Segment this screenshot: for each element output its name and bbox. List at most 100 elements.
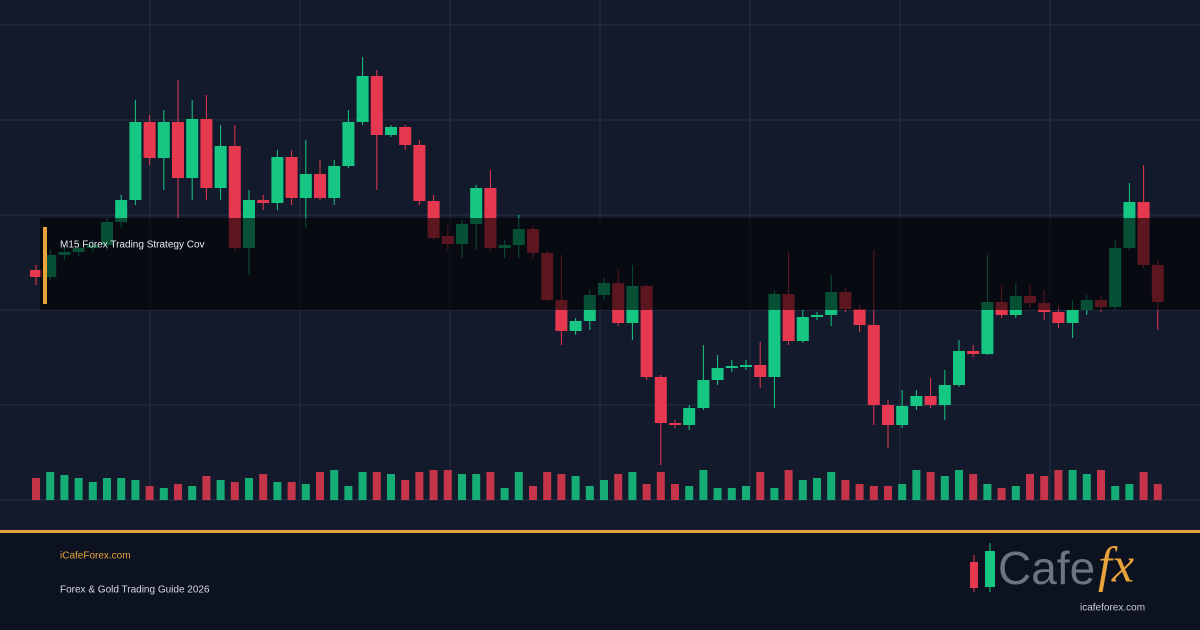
candle-body: [30, 270, 42, 277]
logo-url: icafeforex.com: [1080, 603, 1145, 614]
volume-bar: [202, 476, 211, 500]
volume-bar: [301, 484, 310, 500]
volume-bar: [429, 470, 438, 500]
logo: Cafe fx icafeforex.com: [970, 536, 1145, 614]
candle-body: [882, 405, 894, 425]
candle-body: [129, 122, 142, 200]
candle-body: [910, 396, 923, 406]
volume-bar: [884, 486, 892, 500]
volume-bar: [571, 476, 580, 500]
volume-bar: [117, 478, 126, 500]
volume-bar: [1068, 470, 1077, 500]
candle-body: [285, 157, 298, 198]
volume-bar: [415, 472, 424, 500]
volume-bar: [1026, 474, 1034, 500]
candle-body: [328, 166, 341, 198]
candle-body: [157, 122, 170, 158]
volume-bar: [1097, 470, 1105, 500]
candle-body: [867, 325, 880, 405]
volume-bar: [997, 488, 1006, 500]
candle-body: [172, 122, 184, 178]
volume-bar: [1040, 476, 1049, 500]
logo-candle: [970, 562, 978, 588]
candle-body: [740, 365, 752, 367]
volume-bar: [798, 480, 807, 500]
candle-body: [385, 127, 397, 135]
candle-body: [853, 309, 866, 325]
divider: [0, 530, 1200, 533]
volume-bar: [1054, 470, 1063, 500]
volume-bar: [472, 474, 481, 500]
volume-bar: [131, 480, 140, 500]
logo-accent: fx: [1098, 536, 1134, 592]
volume-bar: [103, 478, 111, 500]
volume-bar: [259, 474, 268, 500]
volume-bar: [1153, 484, 1162, 500]
volume-bar: [628, 472, 637, 500]
title-accent: [43, 227, 47, 304]
volume-bar: [443, 470, 452, 500]
candle-body: [796, 317, 809, 341]
volume-bar: [358, 472, 367, 500]
volume-bar: [500, 488, 509, 500]
volume-bar: [912, 470, 921, 500]
volume-bar: [1139, 472, 1148, 500]
volume-bar: [1011, 486, 1020, 500]
candle-body: [1052, 312, 1065, 323]
volume-bar: [1125, 484, 1134, 500]
volume-bar: [770, 488, 779, 500]
candle-body: [654, 377, 667, 423]
logo-candle: [985, 551, 995, 587]
volume-bar: [955, 470, 963, 500]
candle-body: [342, 122, 355, 166]
volume-bar: [699, 470, 708, 500]
candle-body: [115, 200, 128, 222]
candle-body: [768, 294, 781, 377]
volume-bar: [230, 482, 239, 500]
candle-body: [981, 302, 994, 354]
volume-bar: [869, 486, 878, 500]
candle-body: [683, 408, 696, 425]
volume-bar: [983, 484, 992, 500]
volume-bar: [74, 478, 83, 500]
volume-bar: [330, 470, 339, 500]
volume-bar: [32, 478, 40, 500]
chart-title: M15 Forex Trading Strategy Cov: [60, 240, 205, 251]
volume-bar: [46, 472, 55, 500]
candle-body: [953, 351, 965, 385]
candle-body: [711, 368, 724, 380]
volume-bar: [174, 484, 182, 500]
volume-bar: [656, 472, 665, 500]
candle-body: [257, 200, 270, 203]
candle-body: [938, 385, 951, 405]
candle-body: [356, 76, 369, 122]
volume-bar: [1082, 474, 1091, 500]
volume-bar: [543, 472, 552, 500]
volume-bar: [273, 482, 282, 500]
candle-body: [754, 365, 767, 377]
volume-bar: [671, 484, 679, 500]
volume-bar: [316, 472, 324, 500]
volume-bar: [60, 475, 69, 500]
volume-bar: [1111, 486, 1120, 500]
candle-body: [967, 351, 980, 354]
volume-bar: [216, 480, 225, 500]
candle-body: [725, 366, 738, 368]
volume-bar: [88, 482, 97, 500]
volume-bar: [727, 488, 736, 500]
volume-bar: [344, 486, 353, 500]
volume-bar: [458, 474, 466, 500]
candle-body: [271, 157, 284, 203]
volume-bar: [940, 476, 949, 500]
volume-bar: [841, 480, 850, 500]
volume-bar: [813, 478, 821, 500]
volume-bar: [685, 486, 694, 500]
volume-bar: [145, 486, 154, 500]
candle-body: [200, 119, 213, 188]
footer-bg: [0, 533, 1200, 630]
candle-body: [370, 76, 383, 135]
volume-bar: [245, 478, 253, 500]
volume-bar: [514, 472, 523, 500]
volume-bar: [756, 472, 765, 500]
